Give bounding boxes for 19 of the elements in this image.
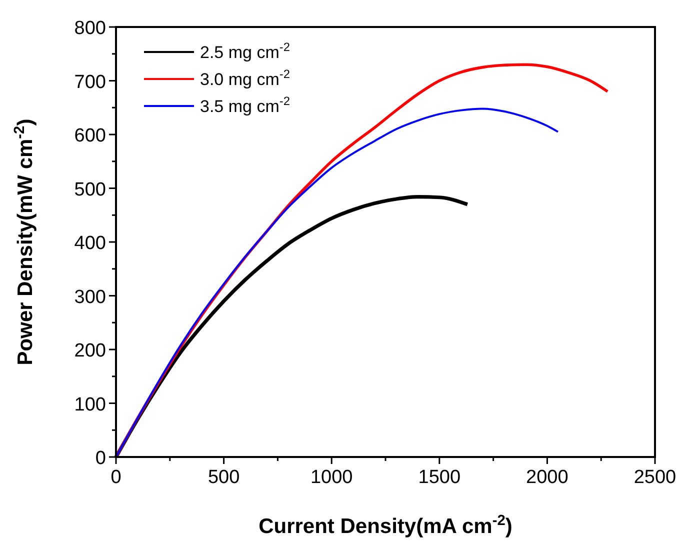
x-tick-label: 0	[110, 467, 122, 488]
y-tick-label: 400	[74, 233, 106, 254]
x-tick-label: 1500	[418, 467, 461, 488]
y-tick-label: 100	[74, 394, 106, 416]
y-tick-label: 500	[74, 179, 106, 200]
y-tick-label: 0	[95, 448, 106, 469]
legend-label: 3.0 mg cm$^{-2}$	[200, 67, 290, 89]
legend-label: 2.5 mg cm$^{-2}$	[200, 40, 290, 62]
x-tick-label: 1000	[310, 467, 353, 488]
x-tick-label: 2000	[526, 467, 568, 488]
y-tick-label: 300	[74, 286, 106, 308]
legend-label: 3.5 mg cm$^{-2}$	[200, 94, 290, 116]
y-tick-label: 800	[74, 18, 106, 39]
y-tick-label: 600	[74, 126, 106, 146]
y-tick-label: 200	[74, 340, 106, 362]
y-tick-label: 700	[74, 72, 106, 93]
x-tick-label: 2500	[634, 467, 676, 488]
x-tick-label: 500	[208, 467, 240, 488]
x-axis-title: Current Density(mA cm$^{-2}$)	[258, 513, 512, 538]
